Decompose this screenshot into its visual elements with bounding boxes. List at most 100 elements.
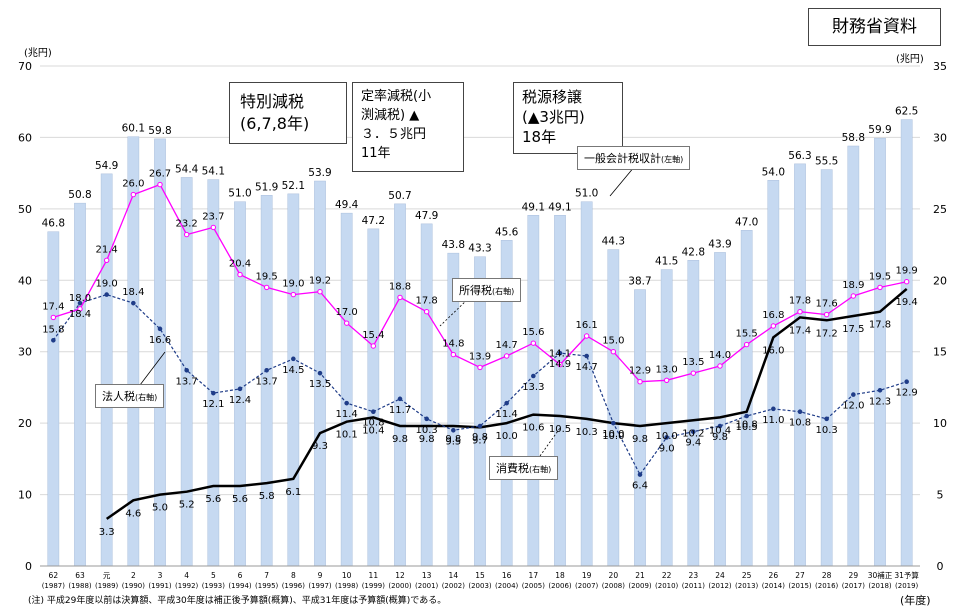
x-tick-year: (2002) xyxy=(442,582,466,590)
x-tick-year: (2005) xyxy=(522,582,546,590)
point-corporate xyxy=(637,472,643,477)
point-corporate xyxy=(77,300,83,306)
value-label-corporate: 14.7 xyxy=(576,362,598,373)
x-tick-year: (1993) xyxy=(202,582,226,590)
value-label-income: 14.7 xyxy=(496,340,518,351)
annotation-line: (6,7,8年) xyxy=(240,114,310,133)
point-income xyxy=(237,271,243,278)
value-label-income: 15.6 xyxy=(522,327,544,338)
right-tick-label: 35 xyxy=(933,60,947,73)
value-label-corporate: 11.0 xyxy=(762,415,784,426)
x-tick-label: 31予算 xyxy=(894,570,919,580)
bar-general xyxy=(287,193,300,567)
point-income xyxy=(157,181,163,188)
value-label-corporate: 19.0 xyxy=(96,279,118,290)
value-label-corporate: 13.3 xyxy=(522,382,544,393)
value-label-income: 13.5 xyxy=(682,357,704,368)
point-income xyxy=(103,257,110,263)
point-income xyxy=(610,349,617,355)
value-label-consumption: 5.2 xyxy=(179,500,195,511)
x-tick-label: 9 xyxy=(318,571,323,580)
bar-value-label: 43.3 xyxy=(468,243,491,255)
point-income xyxy=(823,311,830,318)
bar-general xyxy=(580,201,593,567)
value-label-income: 19.2 xyxy=(309,276,331,287)
bar-value-label: 50.7 xyxy=(388,190,411,202)
x-tick-label: 15 xyxy=(475,571,485,580)
x-tick-label: 30補正 xyxy=(868,570,893,580)
left-tick-label: 0 xyxy=(25,560,32,573)
point-income xyxy=(717,363,723,369)
value-label-consumption: 17.5 xyxy=(842,324,864,335)
right-tick-label: 5 xyxy=(937,489,944,502)
point-corporate xyxy=(451,427,456,433)
left-tick-label: 10 xyxy=(18,489,32,502)
legend-axis: (右軸) xyxy=(135,393,158,402)
annotation-line: 11年 xyxy=(361,146,391,161)
x-tick-label: 12 xyxy=(395,571,405,580)
value-label-consumption: 9.8 xyxy=(392,434,408,445)
x-tick-year: (1991) xyxy=(148,582,172,590)
value-label-consumption: 10.0 xyxy=(496,431,518,442)
bar-value-label: 43.9 xyxy=(708,238,731,250)
value-label-consumption: 10.4 xyxy=(362,425,384,436)
point-income xyxy=(877,284,883,291)
value-label-consumption: 6.1 xyxy=(285,487,301,498)
point-corporate xyxy=(424,416,429,422)
point-income xyxy=(690,370,697,376)
value-label-income: 17.8 xyxy=(416,296,438,307)
legend-general-revenue: 一般会計税収計(左軸) xyxy=(577,146,691,170)
bar-value-label: 53.9 xyxy=(308,167,331,179)
legend-text: 一般会計税収計 xyxy=(584,152,661,165)
annotation-line: ３．５兆円 xyxy=(361,127,427,142)
bar-value-label: 44.3 xyxy=(602,236,625,248)
value-label-consumption: 10.2 xyxy=(682,428,704,439)
bar-value-label: 55.5 xyxy=(815,156,838,168)
point-corporate xyxy=(51,337,56,343)
right-tick-label: 15 xyxy=(933,346,947,359)
bar-general xyxy=(47,231,60,567)
x-tick-label: 29 xyxy=(849,571,859,580)
bar-general xyxy=(234,201,246,567)
x-tick-label: 24 xyxy=(715,571,725,580)
callout-consumption xyxy=(539,427,561,457)
point-income xyxy=(797,309,803,315)
x-tick-year: (2015) xyxy=(788,582,812,590)
point-income xyxy=(530,340,537,346)
right-tick-label: 20 xyxy=(933,274,947,287)
x-tick-year: (2000) xyxy=(388,582,412,590)
bar-value-label: 42.8 xyxy=(682,246,705,258)
value-label-corporate: 10.8 xyxy=(362,418,384,429)
x-tick-year: (2007) xyxy=(575,582,599,590)
bar-general xyxy=(474,256,486,567)
value-label-consumption: 10.3 xyxy=(576,427,598,438)
value-label-consumption: 19.4 xyxy=(896,297,918,308)
x-tick-year: (2014) xyxy=(762,582,786,590)
x-tick-year: (1992) xyxy=(175,582,199,590)
bar-value-label: 50.8 xyxy=(68,189,91,201)
value-label-corporate: 12.0 xyxy=(842,401,864,412)
value-label-income: 23.7 xyxy=(202,211,224,222)
point-corporate xyxy=(211,390,216,396)
legend-axis: (左軸) xyxy=(661,155,684,164)
x-tick-year: (2008) xyxy=(602,582,626,590)
bar-value-label: 49.1 xyxy=(548,201,571,213)
bar-value-label: 54.4 xyxy=(175,163,199,175)
footnote: (注) 平成29年度以前は決算額、平成30年度は補正後予算額(概算)、平成31年… xyxy=(28,596,447,606)
point-corporate xyxy=(477,423,483,429)
value-label-corporate: 16.6 xyxy=(149,335,171,346)
value-label-income: 15.4 xyxy=(362,330,384,341)
left-tick-label: 30 xyxy=(18,346,32,359)
value-label-income: 15.0 xyxy=(602,336,624,347)
value-label-corporate: 10.8 xyxy=(789,418,811,429)
callout-corporate xyxy=(139,351,166,386)
bar-value-label: 43.8 xyxy=(442,239,465,251)
x-tick-year: (2018) xyxy=(868,582,892,590)
value-label-income: 19.9 xyxy=(896,266,918,277)
point-corporate xyxy=(397,396,403,402)
x-tick-year: (2017) xyxy=(842,582,866,590)
x-tick-year: (1987) xyxy=(42,582,66,590)
value-label-income: 17.6 xyxy=(816,299,838,310)
bar-value-label: 58.8 xyxy=(842,132,865,144)
legend-income-tax: 所得税(右軸) xyxy=(452,278,522,302)
